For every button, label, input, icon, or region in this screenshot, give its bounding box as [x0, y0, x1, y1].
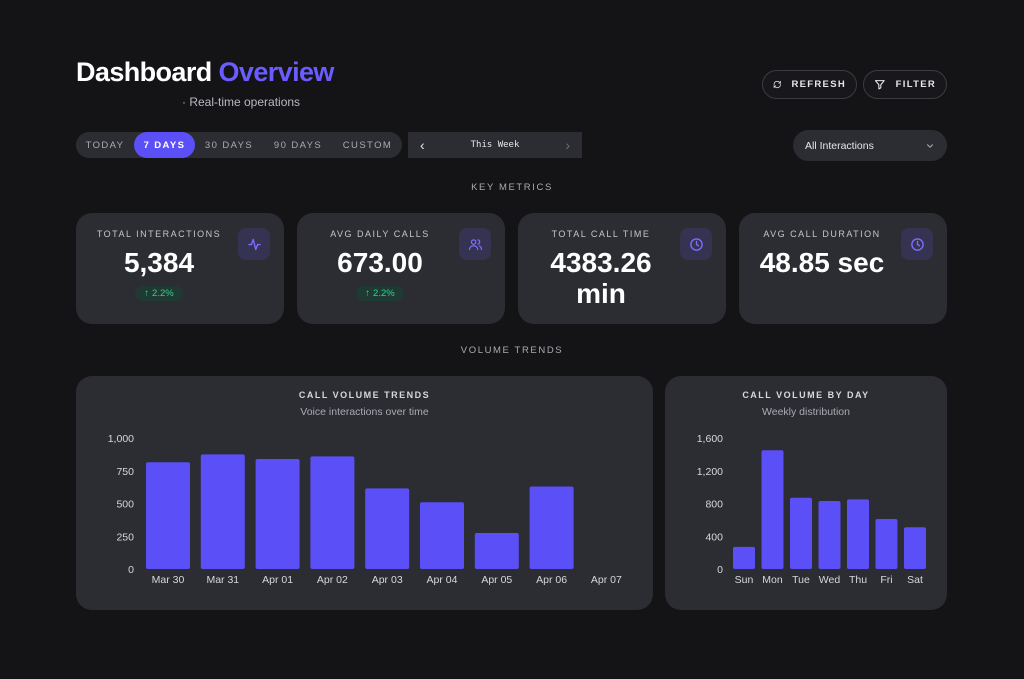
x-tick-label: Sun	[735, 574, 754, 586]
bar-apr-04[interactable]	[420, 502, 464, 569]
bar-wed[interactable]	[818, 501, 841, 569]
bar-mon[interactable]	[761, 450, 784, 569]
week-label: This Week	[470, 140, 520, 150]
call-volume-by-day-chart: 0 400 800 1,200 1,600 Sun Mon Tue Wed Thu Fri Sat	[697, 433, 926, 586]
x-tick-label: Fri	[880, 574, 892, 586]
bar-sun[interactable]	[733, 546, 755, 569]
arrow-up-icon: ↑	[144, 288, 150, 299]
x-tick-label: Wed	[819, 574, 841, 586]
y-tick-label: 0	[128, 564, 134, 576]
y-tick-label: 500	[116, 499, 134, 511]
metric-label: AVG DAILY CALLS	[330, 229, 430, 239]
chevron-down-icon	[926, 143, 934, 148]
bar-apr-06[interactable]	[529, 486, 574, 569]
page-subtitle: · Real-time operations	[182, 95, 301, 109]
refresh-button[interactable]: REFRESH	[762, 70, 857, 99]
filter-icon	[874, 80, 885, 90]
activity-icon	[238, 228, 270, 260]
change-badge: ↑ 2.2%	[135, 286, 183, 301]
bar-apr-05[interactable]	[474, 532, 519, 569]
call-volume-trends-chart: 0 250 500 750 1,000 Mar 30 Mar 31 Apr 01 Apr 02 A…	[108, 433, 622, 586]
x-tick-label: Tue	[792, 574, 810, 586]
interaction-type-value: All Interactions	[805, 139, 874, 152]
y-tick-label: 0	[717, 564, 723, 576]
call-volume-by-day-card: CALL VOLUME BY DAY Weekly distribution 0…	[665, 376, 947, 610]
metric-value: 48.85 sec	[759, 247, 885, 278]
metric-value: 5,384	[123, 247, 195, 278]
y-tick-label: 1,000	[108, 433, 134, 445]
bar-apr-01[interactable]	[255, 458, 300, 569]
metric-card-total-interactions: TOTAL INTERACTIONS 5,384 ↑ 2.2%	[76, 213, 284, 324]
week-next-button[interactable]: ›	[565, 137, 570, 153]
x-tick-label: Sat	[907, 574, 923, 586]
metric-value-unit: min	[576, 278, 626, 309]
users-icon	[459, 228, 491, 260]
bar-mar-30[interactable]	[146, 462, 190, 569]
week-prev-button[interactable]: ‹	[420, 137, 425, 153]
tab-7-days[interactable]: 7 DAYS	[134, 132, 195, 158]
metric-card-total-call-time: TOTAL CALL TIME 4383.26 min	[518, 213, 726, 324]
x-tick-label: Apr 04	[427, 574, 458, 586]
bar-apr-03[interactable]	[365, 488, 410, 569]
tab-custom[interactable]: CUSTOM	[342, 139, 393, 151]
x-tick-label: Mar 30	[152, 574, 185, 586]
x-tick-label: Apr 01	[262, 574, 293, 586]
change-badge: ↑ 2.2%	[356, 286, 404, 301]
bar-mar-31[interactable]	[200, 454, 245, 569]
interaction-type-select[interactable]: All Interactions	[793, 130, 947, 161]
tab-30-days[interactable]: 30 DAYS	[204, 139, 254, 151]
section-volume-trends: VOLUME TRENDS	[460, 345, 564, 356]
bar-tue[interactable]	[790, 497, 812, 569]
x-tick-label: Mar 31	[206, 574, 239, 586]
filter-label: FILTER	[895, 79, 936, 90]
page-title-accent: Overview	[218, 57, 335, 87]
call-volume-trends-card: CALL VOLUME TRENDS Voice interactions ov…	[76, 376, 653, 610]
x-tick-label: Apr 07	[591, 574, 622, 586]
change-value: 2.2%	[373, 288, 395, 299]
page-title-main: Dashboard	[76, 57, 212, 87]
refresh-label: REFRESH	[791, 79, 846, 90]
y-tick-label: 800	[705, 499, 723, 511]
x-tick-label: Mon	[762, 574, 783, 586]
y-tick-label: 1,200	[697, 466, 723, 478]
metric-card-avg-daily-calls: AVG DAILY CALLS 673.00 ↑ 2.2%	[297, 213, 505, 324]
x-tick-label: Apr 03	[372, 574, 403, 586]
week-navigator: ‹ This Week ›	[408, 132, 582, 158]
metric-card-avg-call-duration: AVG CALL DURATION 48.85 sec	[739, 213, 947, 324]
metric-value: 673.00	[337, 247, 423, 278]
clock-icon	[901, 228, 933, 260]
section-key-metrics: KEY METRICS	[471, 182, 553, 193]
date-range-tabs: TODAY 7 DAYS 30 DAYS 90 DAYS CUSTOM	[76, 132, 402, 158]
y-tick-label: 750	[116, 466, 134, 478]
arrow-up-icon: ↑	[365, 288, 371, 299]
tab-today[interactable]: TODAY	[85, 139, 125, 151]
bar-apr-02[interactable]	[310, 456, 355, 569]
chart-subtitle: Voice interactions over time	[300, 406, 429, 418]
x-tick-label: Apr 05	[481, 574, 512, 586]
tab-90-days[interactable]: 90 DAYS	[273, 139, 323, 151]
filter-button[interactable]: FILTER	[863, 70, 947, 99]
change-value: 2.2%	[152, 288, 174, 299]
page-title: Dashboard Overview	[76, 57, 334, 88]
x-tick-label: Thu	[849, 574, 867, 586]
x-tick-label: Apr 02	[317, 574, 348, 586]
metric-value-number: 4383.26	[550, 247, 652, 278]
metric-label: AVG CALL DURATION	[763, 229, 881, 239]
y-tick-label: 400	[705, 531, 723, 543]
bar-thu[interactable]	[847, 499, 869, 569]
y-tick-label: 1,600	[697, 433, 723, 445]
x-tick-label: Apr 06	[536, 574, 567, 586]
bar-fri[interactable]	[875, 519, 898, 569]
clock-icon	[680, 228, 712, 260]
chart-title: CALL VOLUME TRENDS	[298, 390, 431, 400]
metric-label: TOTAL INTERACTIONS	[96, 229, 222, 239]
y-tick-label: 250	[116, 531, 134, 543]
metric-value: 4383.26 min	[518, 247, 684, 309]
chart-title: CALL VOLUME BY DAY	[742, 390, 870, 400]
refresh-icon	[773, 80, 781, 89]
chart-subtitle: Weekly distribution	[762, 406, 850, 418]
metric-label: TOTAL CALL TIME	[551, 229, 651, 239]
bar-sat[interactable]	[904, 527, 926, 569]
